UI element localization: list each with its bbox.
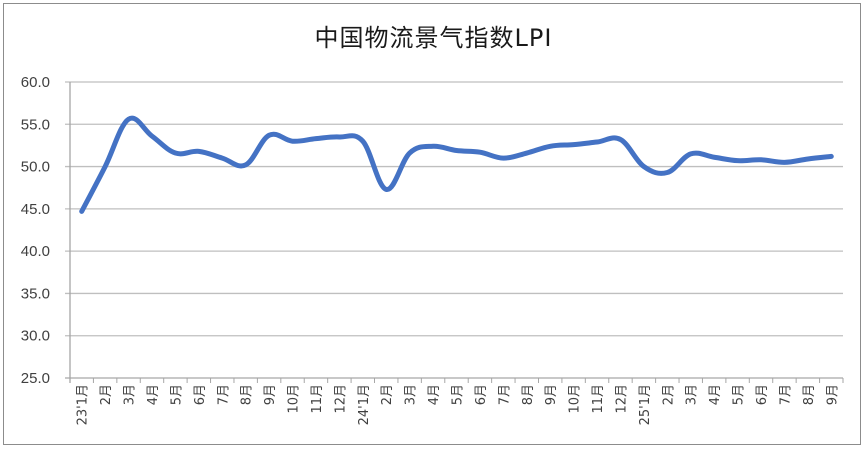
x-tick-label: 5月 xyxy=(451,384,466,405)
y-tick-label: 45.0 xyxy=(21,201,50,218)
x-tick-label: 4月 xyxy=(427,384,442,405)
x-tick-label: 10月 xyxy=(287,384,302,414)
y-axis: 25.0 30.0 35.0 40.0 45.0 50.0 55.0 60.0 xyxy=(21,74,71,387)
y-tick-label: 55.0 xyxy=(21,116,50,133)
x-tick-label: 4月 xyxy=(146,384,161,405)
x-tick-label: 2月 xyxy=(99,384,114,405)
x-tick-label: 5月 xyxy=(732,384,747,405)
chart-title: 中国物流景气指数LPI xyxy=(314,24,553,52)
x-tick-label: 11月 xyxy=(591,384,606,414)
x-tick-label: 9月 xyxy=(263,384,278,405)
x-tick-label: 6月 xyxy=(193,384,208,405)
x-axis: 23'1月 2月 3月 4月 5月 6月 7月 8月 9月 10月 11月 12月 24'1月 2月 3月 4… xyxy=(69,378,844,425)
x-tick-label: 6月 xyxy=(755,384,770,405)
x-tick-label: 25'1月 xyxy=(638,384,653,425)
y-tick-label: 30.0 xyxy=(21,328,50,345)
x-tick-label: 7月 xyxy=(778,384,793,405)
y-tick-label: 25.0 xyxy=(21,370,50,387)
x-tick-label: 7月 xyxy=(497,384,512,405)
x-tick-label: 8月 xyxy=(240,384,255,405)
x-tick-label: 11月 xyxy=(310,384,325,414)
y-tick-label: 40.0 xyxy=(21,243,50,260)
x-tick-label: 2月 xyxy=(380,384,395,405)
x-tick-label: 3月 xyxy=(123,384,138,405)
x-tick-label: 8月 xyxy=(802,384,817,405)
x-tick-label: 2月 xyxy=(661,384,676,405)
x-tick-label: 9月 xyxy=(544,384,559,405)
y-tick-label: 35.0 xyxy=(21,285,50,302)
x-tick-label: 4月 xyxy=(708,384,723,405)
y-tick-label: 50.0 xyxy=(21,159,50,176)
x-tick-label: 3月 xyxy=(685,384,700,405)
x-tick-label: 23'1月 xyxy=(76,384,91,425)
x-tick-label: 3月 xyxy=(404,384,419,405)
x-tick-label: 10月 xyxy=(568,384,583,414)
x-tick-label: 7月 xyxy=(216,384,231,405)
series-line-lpi xyxy=(79,115,834,214)
x-tick-label: 12月 xyxy=(614,384,629,414)
chart-frame xyxy=(3,3,861,445)
x-tick-label: 24'1月 xyxy=(357,384,372,425)
x-tick-label: 5月 xyxy=(169,384,184,405)
y-tick-label: 60.0 xyxy=(21,74,50,91)
x-tick-label: 9月 xyxy=(825,384,840,405)
x-tick-label: 12月 xyxy=(333,384,348,414)
gridlines xyxy=(65,81,843,379)
x-tick-label: 6月 xyxy=(474,384,489,405)
x-tick-label: 8月 xyxy=(521,384,536,405)
